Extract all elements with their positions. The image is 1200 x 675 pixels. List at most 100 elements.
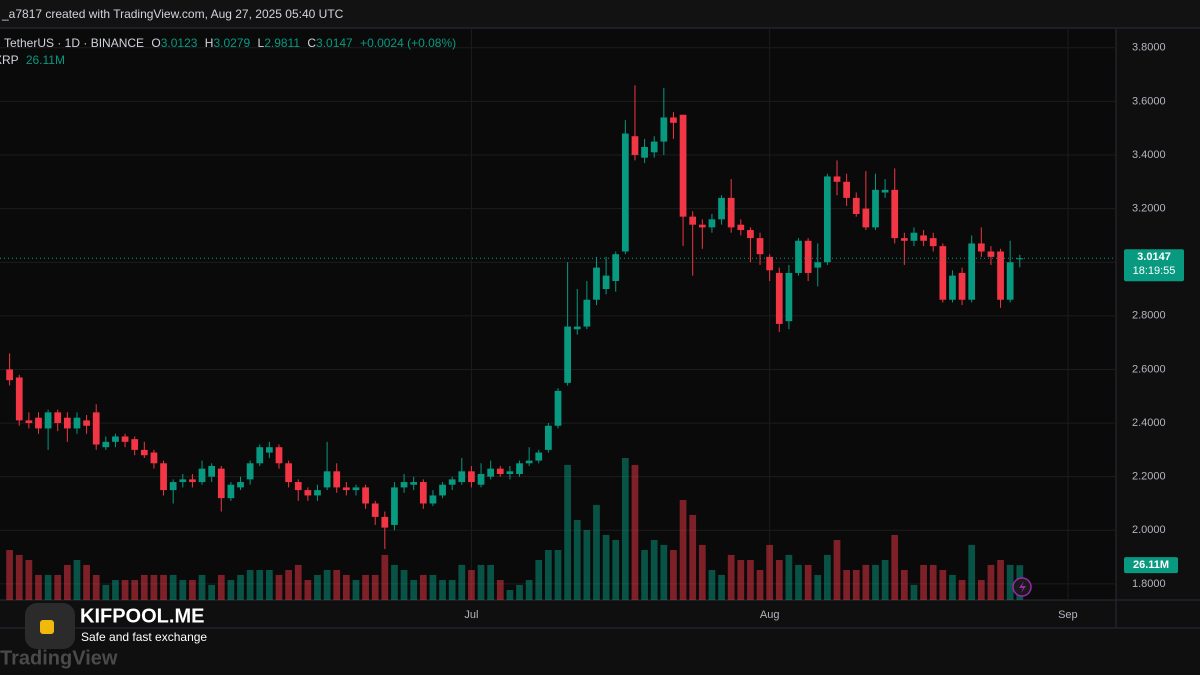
header-title: _a7817 created with TradingView.com, Aug… (1, 7, 344, 21)
y-tick-label: 2.4000 (1132, 417, 1166, 429)
candle-body (506, 471, 514, 475)
candle-body (323, 471, 331, 488)
x-tick-label: Sep (1058, 609, 1078, 621)
candle-body (1006, 262, 1014, 300)
volume-bar (641, 550, 648, 600)
volume-bar (727, 554, 735, 600)
volume-bar (121, 580, 129, 600)
candle-body (987, 251, 995, 257)
last-price-box (1124, 249, 1184, 282)
volume-bar (169, 574, 177, 600)
volume-bar (824, 554, 831, 600)
volume-bar (670, 550, 677, 600)
volume-bar (708, 570, 716, 600)
candle-body (304, 490, 312, 496)
candle-body (487, 468, 495, 477)
volume-bar (679, 500, 687, 600)
candle-body (294, 482, 302, 491)
volume-bar (419, 574, 427, 600)
volume-bar (804, 564, 812, 600)
volume-bar (900, 570, 908, 600)
volume-bar (602, 534, 610, 600)
countdown-label: 18:19:55 (1133, 265, 1176, 277)
candle-body (939, 246, 947, 300)
candle-body (650, 141, 658, 153)
volume-bar (833, 540, 841, 600)
volume-bar (593, 504, 600, 600)
candle-body (44, 412, 52, 429)
volume-bar (150, 574, 158, 600)
volume-bar (35, 574, 42, 600)
legend-open: 3.0123 (161, 36, 198, 50)
candle-body (660, 117, 668, 142)
legend-change: +0.0024 (+0.08%) (360, 36, 456, 50)
candle-body (920, 235, 927, 241)
volume-bar (910, 584, 918, 600)
candle-body (564, 326, 571, 383)
volume-bar (314, 574, 321, 600)
volume-bar (352, 580, 360, 600)
candle-body (727, 197, 735, 228)
candle-body (400, 482, 408, 488)
volume-bar (583, 530, 591, 600)
volume-label-box (1124, 557, 1178, 574)
candle-body (621, 133, 629, 252)
candle-body (179, 479, 187, 483)
candle-body (468, 471, 475, 483)
candle-body (227, 484, 235, 499)
candle-body (333, 471, 341, 488)
candle-body (314, 490, 321, 496)
volume-bar (477, 564, 485, 600)
candle-body (910, 232, 918, 241)
candle-body (217, 468, 225, 499)
candle-body (496, 468, 504, 475)
candle-body (112, 436, 119, 442)
volume-bar (977, 580, 985, 600)
candle-body (246, 463, 254, 480)
volume-bar (997, 560, 1004, 600)
volume-value: 26.11M (26, 53, 65, 67)
volume-bar (766, 544, 774, 600)
volume-bar (44, 574, 52, 600)
candle-body (843, 181, 850, 198)
volume-bar (506, 590, 514, 600)
candle-body (881, 189, 889, 193)
legend-c: C (307, 36, 316, 50)
candle-body (833, 176, 841, 182)
legend-o: O (151, 36, 160, 50)
candle-body (968, 243, 976, 300)
volume-bar (25, 560, 33, 600)
volume-bar (718, 574, 725, 600)
volume-name: XRP (0, 53, 19, 67)
brand-name: KIFPOOL.ME (80, 605, 204, 627)
candle-body (342, 487, 350, 491)
candle-body (824, 176, 831, 263)
candle-body (83, 420, 90, 426)
volume-bar (112, 580, 119, 600)
candle-body (545, 425, 552, 450)
volume-bar (795, 564, 802, 600)
candle-body (54, 412, 62, 424)
volume-bar (83, 564, 90, 600)
volume-bar (785, 554, 793, 600)
x-tick-label: Jul (464, 609, 478, 621)
candle-body (641, 146, 648, 158)
volume-bar (246, 570, 254, 600)
plot-area (0, 29, 1116, 600)
candle-body (266, 447, 273, 453)
volume-bar (650, 540, 658, 600)
volume-bar (525, 580, 533, 600)
candle-body (15, 377, 23, 421)
volume-bar (564, 464, 571, 600)
volume-bar (775, 560, 783, 600)
candle-body (679, 114, 687, 217)
volume-bar (410, 580, 418, 600)
candle-body (573, 326, 581, 330)
last-price-label: 3.0147 (1137, 251, 1171, 263)
candle-body (997, 251, 1004, 300)
volume-bar (381, 554, 389, 600)
candle-body (602, 275, 610, 290)
candle-body (352, 487, 360, 491)
volume-bar (516, 584, 523, 600)
candle-body (852, 197, 860, 214)
